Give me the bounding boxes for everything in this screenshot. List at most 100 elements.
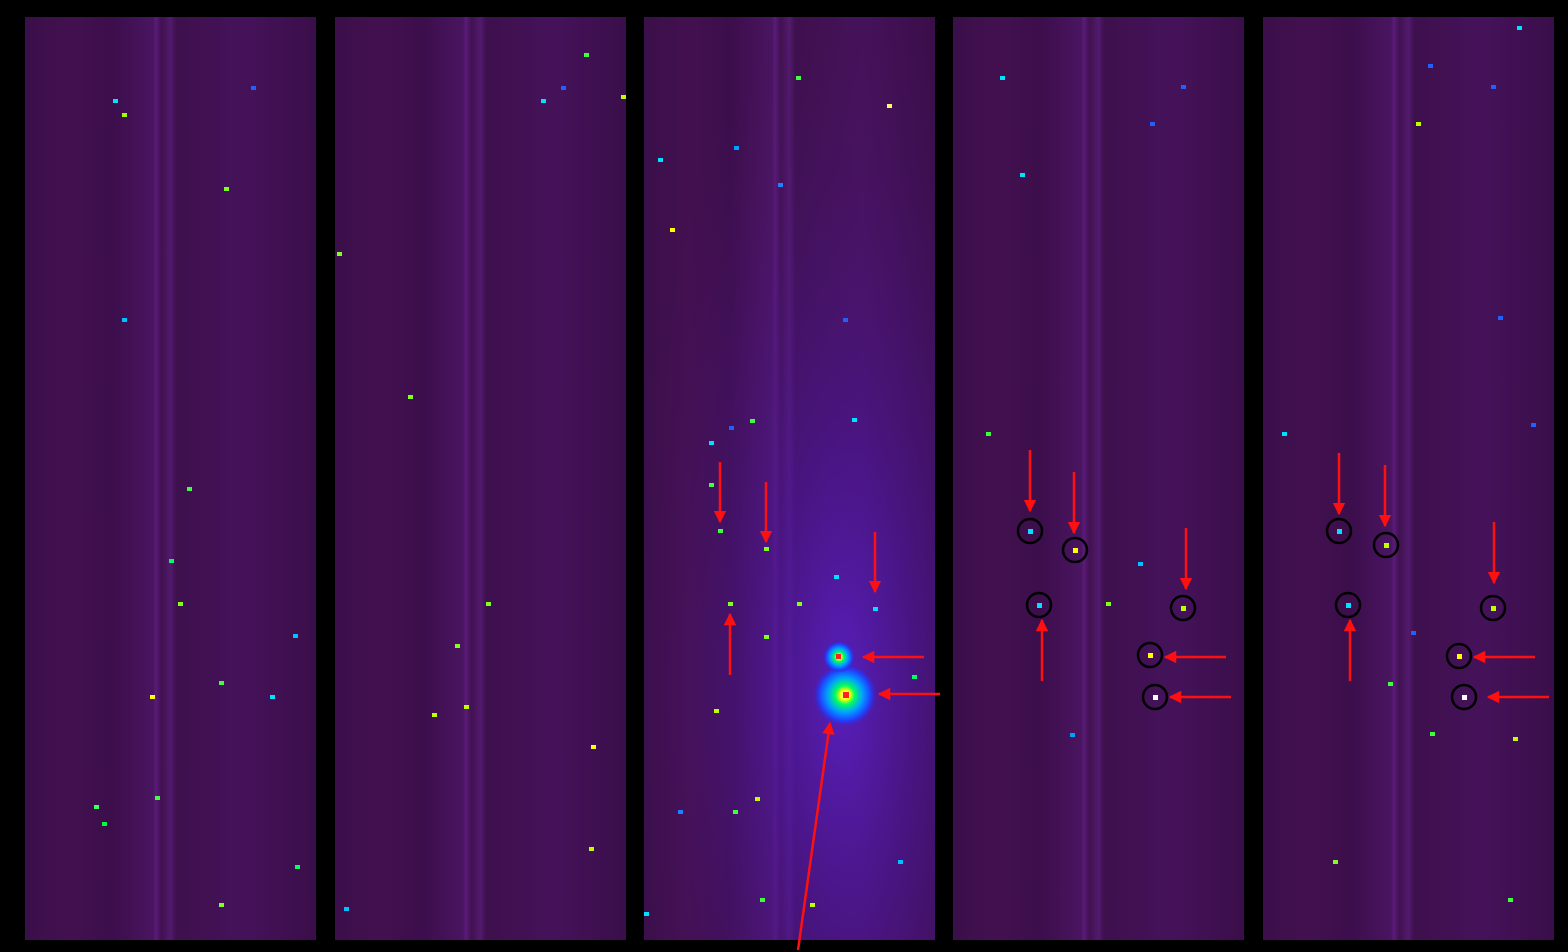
speckle	[1000, 76, 1005, 80]
speckle	[1388, 682, 1393, 686]
speckle	[337, 252, 342, 256]
speckle	[122, 318, 127, 322]
speckle	[729, 426, 734, 430]
panel	[335, 17, 626, 940]
speckle	[1282, 432, 1287, 436]
speckle	[709, 441, 714, 445]
speckle	[1491, 85, 1496, 89]
speckle	[644, 912, 649, 916]
speckle	[852, 418, 857, 422]
panel	[1263, 17, 1554, 940]
speckle	[760, 898, 765, 902]
speckle	[733, 810, 738, 814]
speckle	[797, 602, 802, 606]
speckle	[1517, 26, 1522, 30]
speckle	[714, 709, 719, 713]
speckle	[670, 228, 675, 232]
speckle	[155, 796, 160, 800]
speckle	[1333, 860, 1338, 864]
speckle	[486, 602, 491, 606]
speckle	[658, 158, 663, 162]
speckle	[1181, 85, 1186, 89]
star	[1181, 606, 1186, 611]
speckle	[1070, 733, 1075, 737]
speckle	[887, 104, 892, 108]
panels	[25, 17, 1554, 940]
speckle	[1430, 732, 1435, 736]
speckle	[1531, 423, 1536, 427]
speckle	[1020, 173, 1025, 177]
speckle	[1138, 562, 1143, 566]
speckle	[1428, 64, 1433, 68]
speckle	[796, 76, 801, 80]
speckle	[873, 607, 878, 611]
star	[1491, 606, 1496, 611]
speckle	[293, 634, 298, 638]
speckle	[1150, 122, 1155, 126]
panel-haze	[644, 17, 935, 940]
speckle	[1498, 316, 1503, 320]
speckle	[1513, 737, 1518, 741]
speckle	[778, 183, 783, 187]
speckle	[750, 419, 755, 423]
star	[1457, 654, 1462, 659]
speckle	[455, 644, 460, 648]
speckle	[219, 903, 224, 907]
speckle	[219, 681, 224, 685]
speckle	[408, 395, 413, 399]
speckle	[561, 86, 566, 90]
speckle	[295, 865, 300, 869]
speckle	[912, 675, 917, 679]
speckle	[251, 86, 256, 90]
speckle	[113, 99, 118, 103]
speckle	[150, 695, 155, 699]
speckle	[810, 903, 815, 907]
speckle	[432, 713, 437, 717]
speckle	[764, 547, 769, 551]
page: (() => { const data = JSON.parse(documen…	[0, 0, 1568, 952]
speckle	[834, 575, 839, 579]
speckle	[621, 95, 626, 99]
speckle	[169, 559, 174, 563]
star	[1384, 543, 1389, 548]
speckle	[270, 695, 275, 699]
speckle	[94, 805, 99, 809]
speckle	[755, 797, 760, 801]
speckle	[1411, 631, 1416, 635]
star	[1346, 603, 1351, 608]
detector-mosaic	[0, 0, 1568, 952]
star	[1153, 695, 1158, 700]
speckle	[986, 432, 991, 436]
speckle	[728, 602, 733, 606]
panel	[953, 17, 1244, 940]
speckle	[178, 602, 183, 606]
star	[1028, 529, 1033, 534]
speckle	[584, 53, 589, 57]
speckle	[764, 635, 769, 639]
speckle	[464, 705, 469, 709]
speckle	[187, 487, 192, 491]
speckle	[1416, 122, 1421, 126]
speckle	[122, 113, 127, 117]
speckle	[709, 483, 714, 487]
speckle	[591, 745, 596, 749]
star	[1037, 603, 1042, 608]
star	[1462, 695, 1467, 700]
source-core	[836, 654, 841, 659]
speckle	[898, 860, 903, 864]
star	[1148, 653, 1153, 658]
speckle	[1106, 602, 1111, 606]
speckle	[1508, 898, 1513, 902]
source-core	[843, 692, 849, 698]
speckle	[678, 810, 683, 814]
star	[1337, 529, 1342, 534]
panel	[25, 17, 316, 940]
speckle	[541, 99, 546, 103]
speckle	[734, 146, 739, 150]
speckle	[589, 847, 594, 851]
speckle	[718, 529, 723, 533]
speckle	[344, 907, 349, 911]
speckle	[843, 318, 848, 322]
speckle	[102, 822, 107, 826]
speckle	[224, 187, 229, 191]
